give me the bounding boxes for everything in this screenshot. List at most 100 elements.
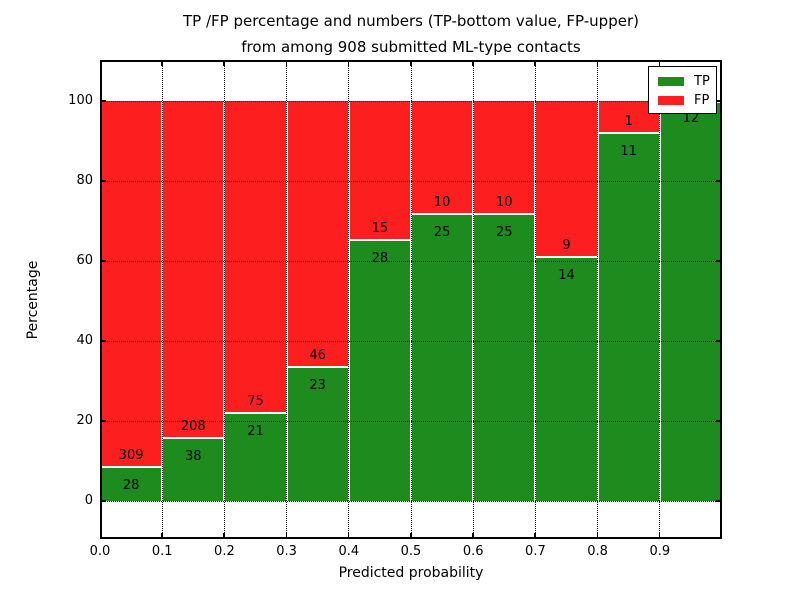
y-tick-right-20 — [716, 420, 722, 422]
x-tick-label-0.8: 0.8 — [587, 544, 608, 559]
bar-segment-tp-0 — [100, 467, 163, 501]
x-tick-top-2 — [223, 60, 225, 66]
tp-legend-label: TP — [694, 74, 710, 89]
fp-legend-label: FP — [694, 93, 710, 108]
plot-area: 28 309 38 208 21 75 23 46 28 15 25 10 25 10 14 9 11 1 12 T… — [100, 60, 722, 539]
bar-segment-fp-2 — [224, 101, 287, 414]
bar-segment-tp-1 — [162, 439, 225, 501]
x-tick-bottom-5 — [410, 533, 412, 539]
y-tick-right-40 — [716, 340, 722, 342]
y-tick-left-60 — [100, 260, 106, 262]
x-tick-bottom-1 — [161, 533, 163, 539]
x-tick-label-0.5: 0.5 — [400, 544, 422, 559]
x-tick-label-0.1: 0.1 — [151, 544, 173, 559]
tp-count-label-0: 28 — [122, 477, 140, 493]
bar-segment-fp-3 — [286, 101, 349, 368]
fp-count-label-7: 9 — [562, 237, 571, 253]
x-tick-label-0.4: 0.4 — [338, 544, 360, 559]
tp-count-label-3: 23 — [309, 377, 326, 393]
x-tick-bottom-6 — [472, 533, 474, 539]
chart-title: TP /FP percentage and numbers (TP-bottom… — [100, 8, 722, 60]
bar-segment-tp-3 — [286, 367, 349, 501]
y-tick-label-0: 0 — [84, 493, 93, 508]
bar-segment-fp-7 — [535, 101, 598, 258]
bar-segment-tp-8 — [597, 134, 660, 501]
legend-entry-tp: TP — [649, 72, 716, 91]
tp-count-label-9: 12 — [682, 111, 700, 127]
fp-count-label-1: 208 — [180, 419, 206, 435]
x-tick-label-0.2: 0.2 — [214, 544, 235, 559]
x-tick-top-1 — [161, 60, 163, 66]
y-tick-label-60: 60 — [76, 253, 93, 268]
bar-segment-tp-5 — [411, 215, 474, 501]
tp-count-label-5: 25 — [433, 225, 451, 241]
y-tick-left-40 — [100, 340, 106, 342]
chart-title-line1: TP /FP percentage and numbers (TP-bottom… — [183, 12, 639, 30]
x-tick-top-7 — [534, 60, 536, 66]
chart-title-line2: from among 908 submitted ML-type contact… — [241, 38, 581, 56]
bar-segment-tp-2 — [224, 413, 287, 501]
y-axis-label: Percentage — [25, 260, 41, 340]
x-tick-label-0.9: 0.9 — [649, 544, 671, 559]
v-gridline-1 — [161, 60, 163, 539]
y-tick-label-100: 100 — [68, 93, 93, 108]
fp-count-label-5: 10 — [433, 195, 451, 211]
v-gridline-9 — [659, 60, 661, 539]
bar-segment-fp-5 — [411, 101, 474, 216]
x-tick-bottom-8 — [596, 533, 599, 539]
x-tick-top-3 — [285, 60, 288, 66]
fp-count-label-0: 309 — [118, 447, 144, 463]
v-gridline-6 — [472, 60, 474, 539]
y-tick-right-60 — [716, 260, 722, 262]
y-tick-label-20: 20 — [76, 413, 93, 428]
x-tick-label-0.6: 0.6 — [462, 544, 484, 559]
tp-count-label-1: 38 — [185, 449, 202, 465]
x-tick-bottom-3 — [285, 533, 288, 539]
bar-segment-fp-1 — [162, 101, 225, 440]
tp-count-label-2: 21 — [247, 423, 264, 439]
x-tick-top-4 — [347, 60, 350, 66]
tp-count-label-7: 14 — [558, 267, 575, 283]
fp-legend-swatch — [658, 96, 684, 105]
x-tick-label-0.7: 0.7 — [525, 544, 546, 559]
x-tick-bottom-9 — [658, 533, 661, 539]
y-tick-left-20 — [100, 420, 106, 422]
tp-count-label-4: 28 — [371, 250, 389, 266]
x-tick-bottom-4 — [347, 533, 350, 539]
bar-segment-tp-4 — [348, 240, 411, 501]
v-gridline-4 — [348, 60, 350, 539]
x-axis-label: Predicted probability — [338, 565, 484, 581]
v-gridline-3 — [286, 60, 288, 539]
bar-segment-fp-0 — [100, 101, 163, 468]
y-tick-right-100 — [716, 100, 722, 102]
fp-count-label-4: 15 — [371, 220, 389, 236]
x-tick-top-8 — [596, 60, 599, 66]
y-tick-right-0 — [716, 500, 722, 502]
bar-segment-tp-7 — [535, 257, 598, 501]
fp-count-label-8: 1 — [624, 114, 633, 130]
fp-count-label-3: 46 — [309, 347, 326, 363]
tp-legend-swatch — [658, 77, 684, 86]
fp-count-label-2: 75 — [247, 393, 264, 409]
tp-count-label-8: 11 — [620, 144, 637, 160]
y-tick-right-80 — [716, 180, 722, 182]
x-tick-top-5 — [410, 60, 412, 66]
y-tick-left-100 — [100, 100, 106, 102]
y-tick-left-80 — [100, 180, 106, 182]
tp-count-label-6: 25 — [496, 225, 513, 241]
v-gridline-8 — [597, 60, 599, 539]
fp-count-label-6: 10 — [496, 195, 513, 211]
bar-segment-fp-4 — [348, 101, 411, 241]
v-gridline-2 — [223, 60, 225, 539]
y-tick-label-80: 80 — [76, 173, 93, 188]
legend-box: TP FP — [648, 66, 717, 114]
x-tick-label-0.0: 0.0 — [89, 544, 111, 559]
y-tick-left-0 — [100, 500, 106, 502]
bar-segment-tp-9 — [659, 101, 722, 501]
x-tick-top-6 — [472, 60, 474, 66]
x-tick-top-9 — [658, 60, 661, 66]
v-gridline-7 — [534, 60, 536, 539]
bar-segment-tp-6 — [473, 215, 536, 501]
v-gridline-5 — [410, 60, 412, 539]
